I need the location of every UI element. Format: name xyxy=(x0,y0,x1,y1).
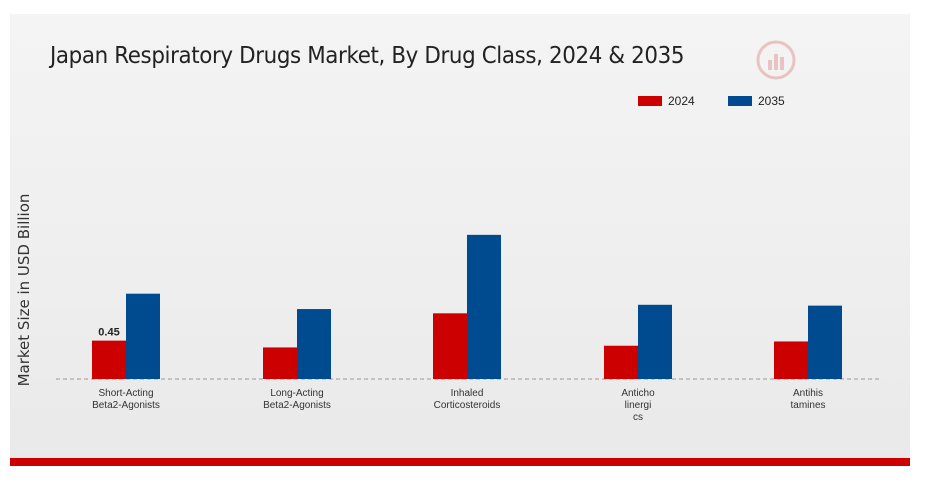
data-label-0: 0.45 xyxy=(98,327,119,339)
category-label-4-1: tamines xyxy=(790,400,825,411)
bar-2024-4 xyxy=(774,341,808,379)
category-label-3-0: Anticho xyxy=(621,388,655,399)
bar-2035-4 xyxy=(808,305,842,379)
category-label-2-1: Corticosteroids xyxy=(434,400,501,411)
category-label-1-0: Long-Acting xyxy=(270,388,323,399)
category-label-3-2: cs xyxy=(633,412,643,423)
bar-2035-3 xyxy=(638,304,672,379)
category-label-3-1: linergi xyxy=(625,400,652,411)
bar-2035-2 xyxy=(467,234,501,379)
watermark-logo-icon xyxy=(756,40,796,80)
legend-swatch-2035 xyxy=(728,96,752,106)
footer-accent-bar xyxy=(10,458,910,466)
category-label-0-0: Short-Acting xyxy=(98,388,153,399)
legend-label-2024: 2024 xyxy=(668,94,695,108)
category-label-2-0: Inhaled xyxy=(451,388,484,399)
chart-title: Japan Respiratory Drugs Market, By Drug … xyxy=(50,43,685,69)
bar-2024-0 xyxy=(92,340,126,379)
legend-label-2035: 2035 xyxy=(758,94,785,108)
bar-2024-3 xyxy=(604,345,638,379)
category-label-4-0: Antihis xyxy=(793,388,823,399)
bar-2035-0 xyxy=(126,293,160,379)
category-label-0-1: Beta2-Agonists xyxy=(92,400,160,411)
chart-card xyxy=(10,14,910,466)
legend-swatch-2024 xyxy=(638,96,662,106)
category-label-1-1: Beta2-Agonists xyxy=(263,400,331,411)
bar-2024-2 xyxy=(433,313,467,379)
bar-2024-1 xyxy=(263,347,297,379)
bar-2035-1 xyxy=(297,309,331,379)
